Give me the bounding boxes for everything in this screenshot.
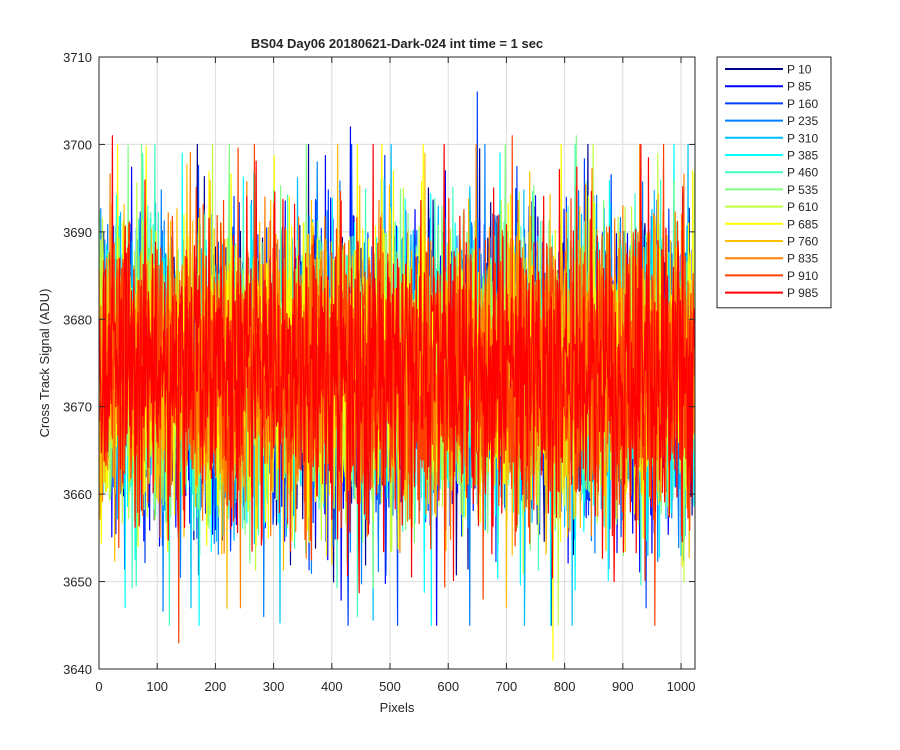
plot-area	[99, 91, 695, 661]
x-tick-label: 100	[146, 679, 168, 694]
series-line-p985	[99, 135, 695, 594]
y-tick-label: 3700	[63, 137, 92, 152]
x-tick-label: 900	[612, 679, 634, 694]
y-tick-label: 3710	[63, 50, 92, 65]
y-axis-label: Cross Track Signal (ADU)	[37, 289, 52, 438]
x-tick-label: 400	[321, 679, 343, 694]
y-tick-label: 3660	[63, 487, 92, 502]
x-axis-label: Pixels	[380, 700, 415, 715]
x-tick-label: 600	[437, 679, 459, 694]
legend-entry-label: P 85	[787, 80, 812, 94]
x-tick-label: 200	[205, 679, 227, 694]
x-tick-label: 800	[554, 679, 576, 694]
series-line-p910	[99, 135, 695, 644]
x-tick-label: 500	[379, 679, 401, 694]
y-tick-label: 3640	[63, 662, 92, 677]
axes-box	[98, 56, 696, 670]
legend-entry-label: P 535	[787, 183, 818, 197]
legend-entry-label: P 835	[787, 252, 818, 266]
y-tick-label: 3680	[63, 312, 92, 327]
legend-entry-label: P 460	[787, 166, 818, 180]
x-tick-label: 700	[496, 679, 518, 694]
legend-entry-label: P 985	[787, 286, 818, 300]
axis-ticks: 0 100 200 300 400 500 600 700 800 900 1000 3640 3650…	[63, 50, 695, 694]
x-tick-label: 0	[95, 679, 102, 694]
legend-entry-label: P 760	[787, 235, 818, 249]
y-tick-label: 3670	[63, 400, 92, 415]
legend-entry-label: P 910	[787, 269, 818, 283]
legend: P 10 P 85 P 160 P 235 P 310 P 385 P 460 P 535 P …	[716, 56, 832, 309]
legend-box	[716, 56, 832, 309]
x-tick-label: 1000	[667, 679, 696, 694]
chart-title: BS04 Day06 20180621-Dark-024 int time = …	[251, 36, 543, 51]
y-tick-label: 3690	[63, 225, 92, 240]
legend-entry-label: P 385	[787, 149, 818, 163]
legend-entry-label: P 10	[787, 63, 812, 77]
y-tick-label: 3650	[63, 575, 92, 590]
legend-entry-label: P 160	[787, 97, 818, 111]
legend-entry-label: P 685	[787, 217, 818, 231]
legend-entry-label: P 235	[787, 114, 818, 128]
x-tick-label: 300	[263, 679, 285, 694]
legend-entry-label: P 310	[787, 131, 818, 145]
legend-entry-label: P 610	[787, 200, 818, 214]
